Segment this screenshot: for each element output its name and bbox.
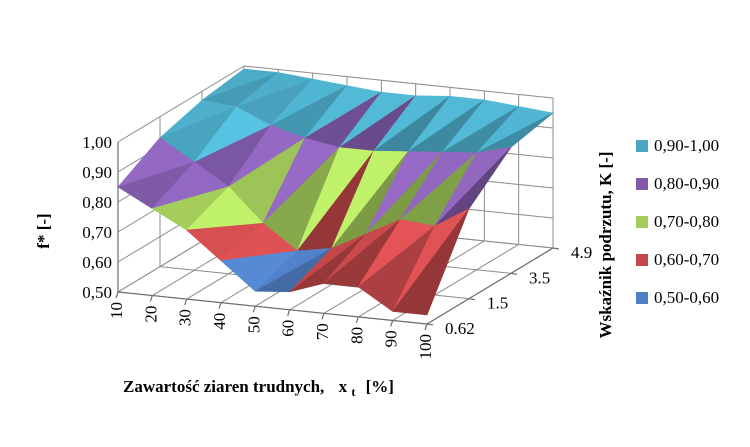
y-tick-label: 0,50: [82, 283, 112, 302]
surface-facet: [392, 208, 470, 316]
chart-tick-labels: 0,50 0,60 0,70 0,80 0,90 1,00 10 20 30 40 50 60 70 80…: [82, 133, 592, 360]
legend-label: 0,60-0,70: [654, 250, 719, 269]
x-axis-title-subscript: t: [351, 385, 355, 399]
x-tick-mark: [321, 313, 325, 320]
y-tick-label: 0,80: [82, 193, 112, 212]
x-tick-label: 30: [176, 309, 195, 326]
x-tick-label: 20: [141, 306, 160, 323]
y-tick-label: 0,60: [82, 253, 112, 272]
depth-tick-label: 0.62: [445, 319, 475, 338]
x-tick-label: 10: [107, 302, 126, 319]
x-tick-label: 60: [279, 320, 298, 337]
x-axis-title: Zawartość ziaren trudnych, x t [%]: [123, 377, 394, 400]
legend-swatch: [636, 178, 648, 190]
chart-legend: 0,90-1,00 0,80-0,90 0,70-0,80 0,60-0,70 0,50…: [636, 136, 719, 307]
chart-axes: [117, 142, 554, 325]
legend-label: 0,70-0,80: [654, 212, 719, 231]
legend-swatch: [636, 292, 648, 304]
x-tick-mark: [424, 323, 428, 331]
depth-tick-label: 3.5: [529, 268, 550, 287]
depth-tick-mark: [510, 272, 518, 275]
depth-tick-label: 1.5: [487, 294, 508, 313]
x-tick-label: 100: [416, 334, 435, 360]
depth-tick-mark: [552, 247, 560, 250]
y-tick-label: 1,00: [82, 133, 112, 152]
x-tick-mark: [287, 309, 291, 316]
side-wall-gridline: [117, 65, 245, 143]
x-tick-label: 70: [313, 323, 332, 340]
x-tick-label: 50: [244, 316, 263, 333]
depth-tick-label: 4.9: [571, 243, 592, 262]
x-tick-mark: [149, 295, 153, 302]
depth-axis-title: Wskaźnik podrzutu, K [-]: [596, 151, 615, 338]
x-tick-mark: [218, 302, 222, 309]
x-tick-mark: [390, 320, 394, 327]
y-axis-title: f* [-]: [34, 213, 53, 248]
x-tick-mark: [252, 306, 256, 313]
legend-swatch: [636, 216, 648, 228]
chart-surface: [117, 68, 554, 316]
legend-swatch: [636, 140, 648, 152]
legend-label: 0,90-1,00: [654, 136, 719, 155]
x-axis-line: [117, 291, 428, 325]
y-tick-label: 0,90: [82, 163, 112, 182]
legend-swatch: [636, 254, 648, 266]
legend-label: 0,50-0,60: [654, 288, 719, 307]
legend-label: 0,80-0,90: [654, 174, 719, 193]
x-tick-mark: [184, 298, 188, 306]
x-axis-title-symbol: x: [339, 377, 348, 396]
x-tick-mark: [115, 291, 119, 299]
x-tick-label: 40: [210, 313, 229, 330]
x-tick-mark: [355, 316, 359, 324]
depth-axis-line: [426, 247, 554, 325]
x-axis-title-text: Zawartość ziaren trudnych,: [123, 377, 324, 396]
back-wall-gridline: [243, 65, 554, 99]
depth-tick-mark: [426, 323, 434, 326]
depth-tick-mark: [468, 298, 476, 301]
y-tick-label: 0,70: [82, 223, 112, 242]
x-tick-label: 80: [347, 327, 366, 344]
x-axis-title-unit: [%]: [366, 377, 394, 396]
x-tick-label: 90: [382, 330, 401, 347]
